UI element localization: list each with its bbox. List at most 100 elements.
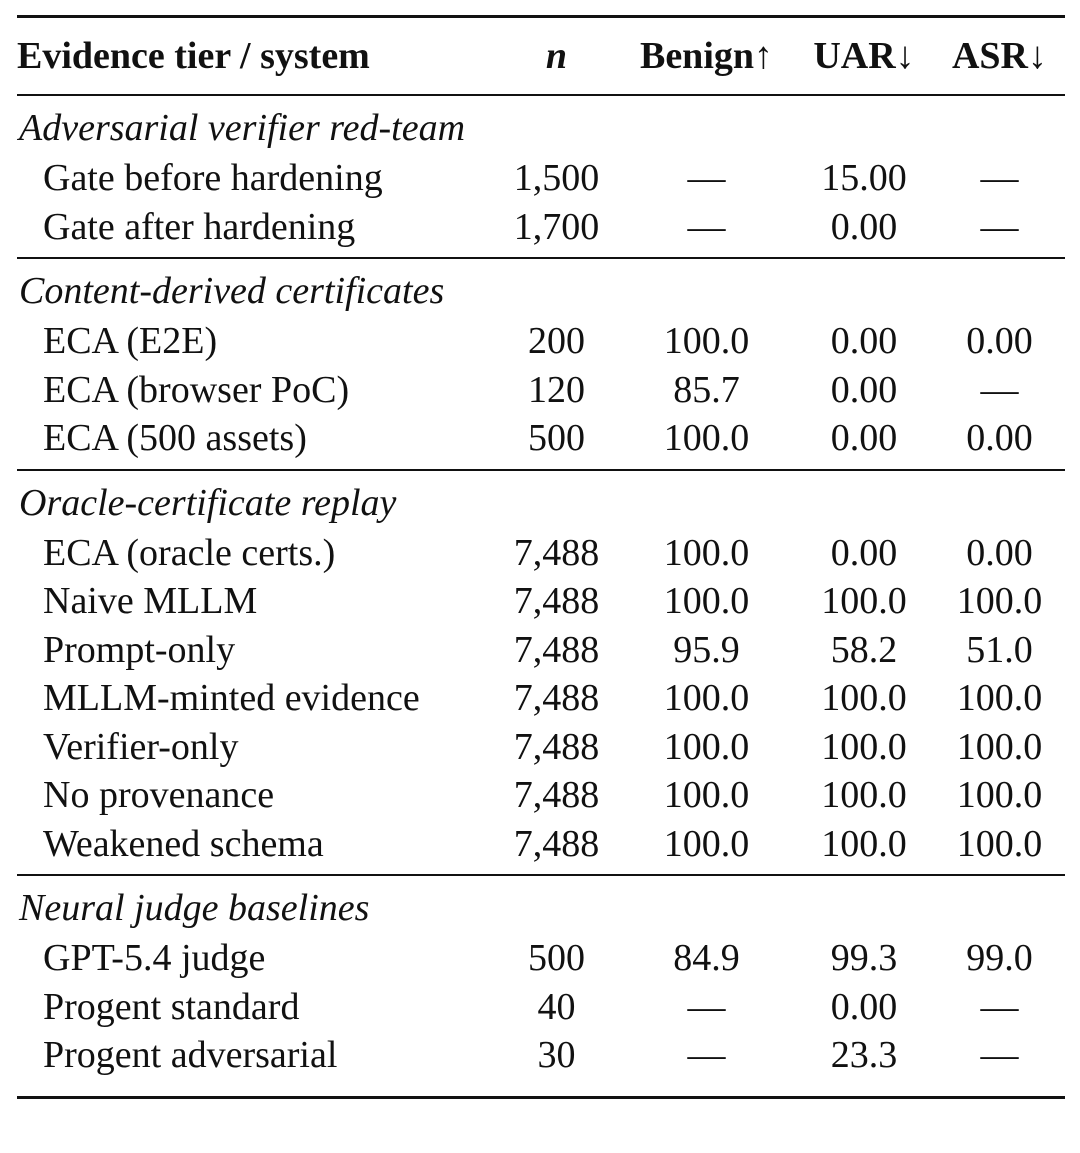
section-heading-row: Neural judge baselines	[17, 874, 1065, 934]
cell-asr: 100.0	[956, 580, 1043, 623]
table-row: ECA (E2E) 200 100.0 0.00 0.00	[17, 317, 1065, 366]
cell-system: Progent standard	[43, 985, 300, 1028]
table-row: Gate before hardening 1,500 — 15.00 —	[17, 154, 1065, 203]
section-heading-row: Adversarial verifier red-team	[17, 95, 1065, 154]
cell-asr: —	[980, 368, 1019, 411]
cell-asr: —	[980, 985, 1019, 1028]
cell-uar: 0.00	[830, 368, 898, 411]
cell-n: 500	[528, 417, 585, 460]
cell-asr: 100.0	[956, 822, 1043, 865]
cell-uar: 100.0	[821, 822, 907, 865]
cell-uar: 100.0	[821, 580, 907, 623]
table-row: Verifier-only 7,488 100.0 100.0 100.0	[17, 723, 1065, 772]
table-row: Progent adversarial 30 — 23.3 —	[17, 1031, 1065, 1086]
cell-system: Gate after hardening	[43, 205, 356, 248]
section-heading-row: Oracle-certificate replay	[17, 468, 1065, 529]
cell-n: 7,488	[513, 677, 600, 720]
cell-uar: 99.3	[830, 937, 898, 980]
cell-system: Naive MLLM	[43, 580, 258, 623]
section-heading-row: Content-derived certificates	[17, 257, 1065, 317]
cell-n: 1,500	[513, 157, 600, 200]
table-row: ECA (500 assets) 500 100.0 0.00 0.00	[17, 414, 1065, 470]
cell-n: 7,488	[513, 774, 600, 817]
cell-n: 7,488	[513, 628, 600, 671]
cell-asr: 100.0	[956, 774, 1043, 817]
cell-benign: 100.0	[663, 531, 750, 574]
cell-system: GPT-5.4 judge	[43, 937, 266, 980]
table-row: No provenance 7,488 100.0 100.0 100.0	[17, 771, 1065, 820]
section-title: Content-derived certificates	[17, 257, 1065, 317]
cell-benign: 85.7	[673, 368, 740, 411]
cell-uar: 0.00	[830, 205, 898, 248]
cell-uar: 0.00	[830, 531, 898, 574]
cell-system: MLLM-minted evidence	[43, 677, 420, 720]
cell-uar: 23.3	[830, 1034, 898, 1077]
cell-asr: —	[980, 205, 1019, 248]
section-title: Adversarial verifier red-team	[19, 107, 466, 149]
cell-benign: 100.0	[663, 320, 750, 363]
cell-system: ECA (oracle certs.)	[43, 531, 336, 574]
cell-n: 7,488	[513, 580, 600, 623]
header-system: Evidence tier / system	[17, 15, 494, 96]
header-asr: ASR↓	[934, 15, 1065, 96]
cell-asr: —	[980, 157, 1019, 200]
section-title: Oracle-certificate replay	[17, 468, 1065, 529]
cell-asr: 0.00	[966, 531, 1033, 574]
cell-system: ECA (500 assets)	[43, 417, 307, 460]
table-bottom-rule	[17, 1085, 1065, 1099]
cell-benign: 95.9	[673, 628, 740, 671]
cell-n: 500	[528, 937, 585, 980]
table-row: ECA (oracle certs.) 7,488 100.0 0.00 0.0…	[17, 529, 1065, 578]
table-row: GPT-5.4 judge 500 84.9 99.3 99.0	[17, 934, 1065, 983]
cell-system: Prompt-only	[43, 628, 236, 671]
cell-asr: —	[980, 1034, 1019, 1077]
results-table-container: Evidence tier / system n Benign↑ UAR↓ AS…	[17, 15, 1065, 1099]
cell-n: 1,700	[513, 205, 600, 248]
cell-asr: 51.0	[966, 628, 1033, 671]
cell-n: 200	[528, 320, 585, 363]
cell-asr: 100.0	[956, 725, 1043, 768]
cell-system: Weakened schema	[43, 822, 324, 865]
cell-uar: 58.2	[830, 628, 898, 671]
cell-asr: 0.00	[966, 320, 1033, 363]
cell-n: 7,488	[513, 531, 600, 574]
cell-uar: 100.0	[821, 677, 907, 720]
cell-benign: —	[687, 985, 726, 1028]
cell-benign: 100.0	[663, 677, 750, 720]
table-row: Progent standard 40 — 0.00 —	[17, 983, 1065, 1032]
cell-asr: 0.00	[966, 417, 1033, 460]
cell-benign: —	[687, 157, 726, 200]
table-row: Gate after hardening 1,700 — 0.00 —	[17, 203, 1065, 259]
cell-system: Progent adversarial	[43, 1034, 338, 1077]
table-row: Weakened schema 7,488 100.0 100.0 100.0	[17, 820, 1065, 876]
cell-benign: —	[687, 205, 726, 248]
results-table: Evidence tier / system n Benign↑ UAR↓ AS…	[17, 15, 1065, 1099]
cell-asr: 99.0	[966, 937, 1033, 980]
cell-system: ECA (browser PoC)	[43, 368, 350, 411]
table-row: Naive MLLM 7,488 100.0 100.0 100.0	[17, 577, 1065, 626]
cell-n: 7,488	[513, 725, 600, 768]
cell-system: No provenance	[43, 774, 275, 817]
cell-system: ECA (E2E)	[43, 320, 218, 363]
table-header-row: Evidence tier / system n Benign↑ UAR↓ AS…	[17, 15, 1065, 96]
cell-benign: 100.0	[663, 774, 750, 817]
table-row: MLLM-minted evidence 7,488 100.0 100.0 1…	[17, 674, 1065, 723]
cell-uar: 0.00	[830, 320, 898, 363]
cell-system: Verifier-only	[43, 725, 239, 768]
cell-system: Gate before hardening	[43, 157, 383, 200]
section-title: Neural judge baselines	[17, 874, 1065, 934]
cell-benign: 100.0	[663, 417, 750, 460]
cell-n: 120	[528, 368, 585, 411]
cell-uar: 100.0	[821, 725, 907, 768]
cell-benign: —	[687, 1034, 726, 1077]
header-uar: UAR↓	[794, 15, 934, 96]
cell-n: 40	[537, 985, 576, 1028]
cell-benign: 84.9	[673, 937, 740, 980]
header-benign: Benign↑	[619, 15, 794, 96]
header-n: n	[494, 15, 619, 96]
cell-uar: 0.00	[830, 417, 898, 460]
table-row: Prompt-only 7,488 95.9 58.2 51.0	[17, 626, 1065, 675]
table-row: ECA (browser PoC) 120 85.7 0.00 —	[17, 366, 1065, 415]
cell-benign: 100.0	[663, 822, 750, 865]
cell-asr: 100.0	[956, 677, 1043, 720]
